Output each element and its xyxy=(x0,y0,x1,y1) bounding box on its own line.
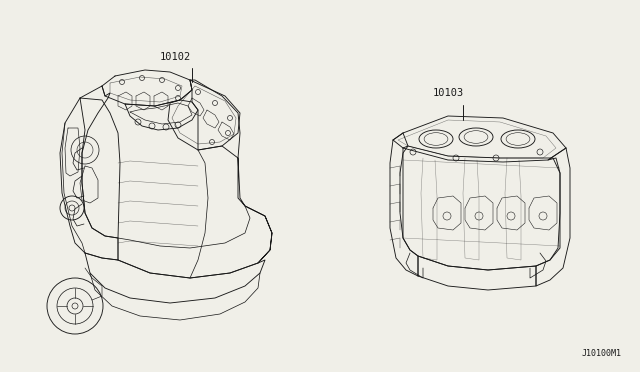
Text: J10100M1: J10100M1 xyxy=(582,349,622,358)
Text: 10102: 10102 xyxy=(159,52,191,62)
Text: 10103: 10103 xyxy=(433,88,463,98)
